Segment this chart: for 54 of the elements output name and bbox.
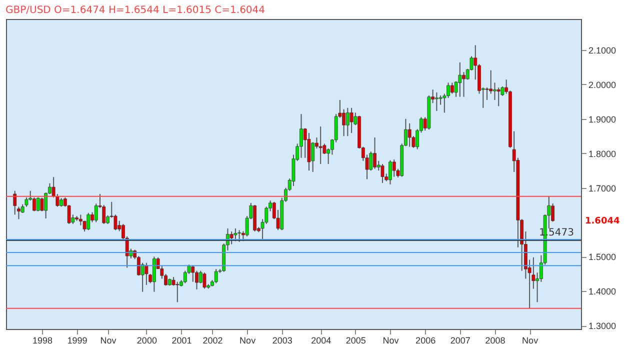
x-tick-label: 2007 [450, 336, 470, 346]
candlestick [462, 72, 466, 98]
x-tick-label: Nov [382, 336, 400, 346]
x-tick-label: 1998 [32, 336, 52, 346]
candlestick [78, 214, 82, 226]
y-tick-label: 1.9000 [588, 114, 616, 124]
candlestick [392, 159, 396, 178]
candlestick [144, 262, 148, 286]
y-tick-label: 1.8000 [588, 148, 616, 159]
candlestick [346, 107, 350, 137]
x-tick-label: Nov [240, 336, 256, 346]
x-tick-label: 2005 [346, 336, 366, 346]
candlestick [176, 281, 180, 303]
candlestick [86, 212, 90, 231]
candlestick [195, 270, 198, 290]
candlestick [380, 164, 384, 184]
candlestick [202, 272, 206, 290]
y-tick-label: 1.7000 [588, 183, 616, 194]
y-tick-label: 1.5000 [588, 252, 616, 262]
candlestick [450, 82, 454, 94]
x-tick-label: 2000 [136, 336, 157, 346]
y-tick-label: 2.1000 [588, 46, 616, 56]
candlestick [458, 62, 462, 98]
candlestick [318, 126, 322, 165]
candlestick [373, 136, 376, 170]
text: 1.6044 [585, 216, 620, 227]
candlestick [36, 196, 40, 212]
candlestick [496, 87, 500, 107]
candlestick [40, 197, 44, 212]
x-tick-label: Nov [522, 336, 539, 346]
candlestick [191, 264, 195, 282]
x-tick-label: 2002 [202, 336, 223, 346]
candlestick [485, 87, 489, 100]
x-tick-label: Nov [100, 336, 117, 346]
chart-title: GBP/USD O=1.6474 H=1.6544 L=1.6015 C=1.6044 [6, 5, 266, 16]
candlestick [311, 142, 315, 172]
y-tick-label: 1.3000 [588, 321, 616, 332]
candlestick [300, 114, 303, 158]
y-tick-label: 1.4000 [588, 286, 616, 297]
candlestick [408, 122, 412, 148]
candlestick [434, 92, 438, 112]
x-tick-label: 2006 [416, 336, 436, 346]
x-tick-label: 2003 [272, 336, 292, 346]
candlestick [214, 268, 218, 284]
candlestick [350, 107, 354, 134]
y-tick-label: 2.0000 [588, 80, 616, 90]
x-tick-label: 2004 [311, 336, 332, 346]
candlestick [388, 160, 392, 185]
x-tick-label: 2008 [485, 336, 506, 346]
x-tick-label: 1999 [67, 336, 88, 346]
candlestick [493, 82, 496, 100]
candlestick [13, 190, 17, 216]
x-tick-label: 2001 [172, 336, 192, 346]
candlestick [152, 256, 156, 292]
